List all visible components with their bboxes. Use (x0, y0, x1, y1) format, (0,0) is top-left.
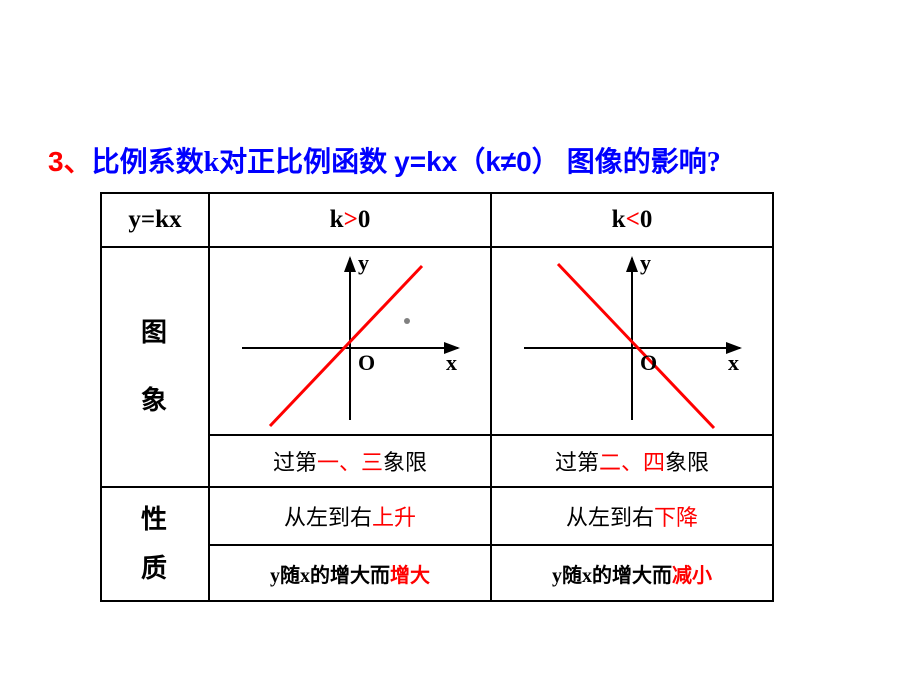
origin-label: O (640, 350, 657, 375)
trend-positive: 从左到右上升 (209, 487, 491, 545)
properties-table: y=kx k>0 k<0 图象 O x y (100, 192, 774, 602)
heading-suffix: 图像的影响? (560, 147, 721, 178)
graph-row: 图象 O x y (101, 247, 773, 435)
quad-neg-pre: 过第 (555, 450, 599, 475)
heading-number: 3、 (48, 146, 92, 177)
graph-row-label: 图象 (101, 247, 209, 487)
origin-label: O (358, 350, 375, 375)
k-neg-op: < (626, 206, 640, 233)
k-neg-post: 0 (640, 206, 653, 233)
heading-formula: y=kx（k≠0） (394, 146, 560, 177)
change-negative: y随x的增大而减小 (491, 545, 773, 601)
graph-positive-cell: O x y (209, 247, 491, 435)
quadrant-negative: 过第二、四象限 (491, 435, 773, 487)
quad-pos-pre: 过第 (273, 450, 317, 475)
k-pos-op: > (344, 206, 358, 233)
graph-positive: O x y (210, 248, 490, 434)
graph-negative: O x y (492, 248, 772, 434)
quad-pos-hl: 一、三 (317, 450, 383, 475)
line-negative (558, 264, 714, 428)
x-axis-label: x (728, 350, 739, 375)
quad-pos-post: 象限 (383, 450, 427, 475)
heading: 3、比例系数k对正比例函数 y=kx（k≠0） 图像的影响? (48, 140, 721, 180)
trend-neg-pre: 从左到右 (566, 505, 654, 530)
graph-negative-cell: O x y (491, 247, 773, 435)
change-pos-pre: y随x的增大而 (270, 565, 390, 587)
quadrant-positive: 过第一、三象限 (209, 435, 491, 487)
heading-prefix: 比例系数k对正比例函数 (92, 147, 395, 178)
property-row-label: 性质 (101, 487, 209, 601)
header-row: y=kx k>0 k<0 (101, 193, 773, 247)
quad-neg-hl: 二、四 (599, 450, 665, 475)
change-neg-pre: y随x的增大而 (552, 565, 672, 587)
k-pos-pre: k (330, 206, 344, 233)
y-axis-label: y (640, 250, 651, 275)
trend-negative: 从左到右下降 (491, 487, 773, 545)
header-left: y=kx (101, 193, 209, 247)
line-positive (270, 266, 422, 426)
header-k-negative: k<0 (491, 193, 773, 247)
x-axis-label: x (446, 350, 457, 375)
change-neg-hl: 减小 (672, 565, 712, 587)
k-pos-post: 0 (358, 206, 371, 233)
trend-row: 性质 从左到右上升 从左到右下降 (101, 487, 773, 545)
quad-neg-post: 象限 (665, 450, 709, 475)
trend-pos-pre: 从左到右 (284, 505, 372, 530)
trend-pos-hl: 上升 (372, 505, 416, 530)
change-pos-hl: 增大 (390, 565, 430, 587)
header-k-positive: k>0 (209, 193, 491, 247)
trend-neg-hl: 下降 (654, 505, 698, 530)
change-positive: y随x的增大而增大 (209, 545, 491, 601)
y-axis-label: y (358, 250, 369, 275)
k-neg-pre: k (612, 206, 626, 233)
